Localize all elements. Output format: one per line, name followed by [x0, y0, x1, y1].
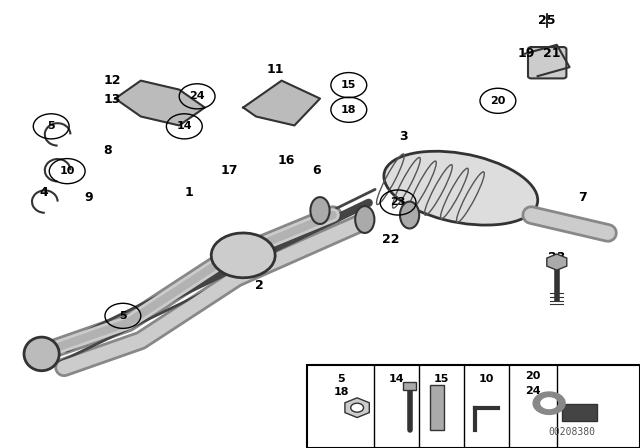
Ellipse shape: [310, 197, 330, 224]
Bar: [307, 365, 640, 448]
Text: 8: 8: [103, 143, 112, 157]
Text: 23: 23: [390, 198, 406, 207]
Text: 5: 5: [47, 121, 55, 131]
Text: 25: 25: [538, 13, 556, 27]
Text: 10: 10: [60, 166, 75, 176]
Text: 5: 5: [119, 311, 127, 321]
Text: 24: 24: [525, 386, 540, 396]
Text: 00208380: 00208380: [548, 427, 595, 437]
Text: 2: 2: [255, 279, 264, 293]
Text: 12: 12: [103, 74, 121, 87]
Text: 17: 17: [220, 164, 238, 177]
Circle shape: [351, 403, 364, 412]
Text: 18: 18: [333, 387, 349, 397]
Text: 1: 1: [184, 186, 193, 199]
Text: 13: 13: [103, 93, 121, 106]
Text: 11: 11: [266, 63, 284, 76]
Text: 15: 15: [434, 374, 449, 383]
Text: 15: 15: [341, 80, 356, 90]
Text: 4: 4: [39, 186, 48, 199]
Text: 9: 9: [84, 190, 93, 204]
Polygon shape: [115, 81, 205, 125]
Ellipse shape: [355, 206, 374, 233]
Text: 3: 3: [399, 130, 408, 143]
Text: 22: 22: [381, 233, 399, 246]
Text: 19: 19: [517, 47, 535, 60]
Text: 20: 20: [490, 96, 506, 106]
Polygon shape: [243, 81, 320, 125]
Text: 14: 14: [389, 374, 404, 383]
Ellipse shape: [400, 202, 419, 228]
Bar: [403, 382, 416, 390]
Text: 14: 14: [177, 121, 192, 131]
Text: 21: 21: [543, 47, 561, 60]
Text: 24: 24: [189, 91, 205, 101]
Ellipse shape: [24, 337, 60, 371]
Text: 16: 16: [278, 154, 296, 167]
Text: 7: 7: [578, 190, 587, 204]
Text: 20: 20: [525, 371, 540, 381]
Text: 18: 18: [341, 105, 356, 115]
FancyBboxPatch shape: [528, 47, 566, 78]
Ellipse shape: [211, 233, 275, 278]
Ellipse shape: [384, 151, 538, 225]
Bar: [430, 385, 444, 430]
Text: 6: 6: [312, 164, 321, 177]
Text: 23: 23: [548, 251, 566, 264]
Text: 5: 5: [337, 374, 345, 383]
Text: 10: 10: [479, 374, 494, 383]
Bar: [562, 404, 597, 421]
